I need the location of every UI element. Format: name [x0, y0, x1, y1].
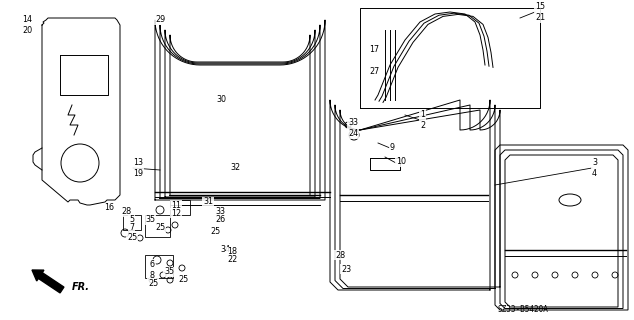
Text: 18: 18 [227, 247, 237, 257]
Text: 28: 28 [121, 207, 131, 217]
Text: 11: 11 [171, 201, 181, 210]
Text: 17: 17 [369, 45, 379, 54]
Text: 9: 9 [390, 143, 395, 153]
Bar [123, 215, 141, 230]
Text: 33: 33 [215, 206, 225, 215]
Text: 35: 35 [164, 268, 174, 276]
Text: 25: 25 [210, 228, 220, 236]
Text: 30: 30 [216, 95, 226, 105]
Text: 34: 34 [220, 245, 230, 254]
Text: 7: 7 [129, 223, 134, 233]
FancyArrow shape [32, 270, 64, 293]
Text: 6
8: 6 8 [150, 260, 155, 280]
Text: 35: 35 [145, 215, 155, 225]
Text: 3
4: 3 4 [592, 158, 597, 178]
Bar [145, 255, 173, 278]
Text: 10: 10 [396, 157, 406, 166]
Text: 25: 25 [155, 223, 165, 233]
Bar [145, 215, 170, 237]
Text: 33
24: 33 24 [348, 118, 358, 138]
Text: FR.: FR. [72, 282, 90, 292]
Text: 22: 22 [227, 255, 237, 265]
Text: 32: 32 [230, 163, 240, 172]
Text: SZ33-B5420A: SZ33-B5420A [498, 306, 549, 315]
Text: 27: 27 [369, 68, 379, 76]
Text: 28: 28 [335, 251, 345, 260]
Text: 25: 25 [178, 276, 188, 284]
Text: 16: 16 [104, 204, 114, 212]
Text: 13
19: 13 19 [133, 158, 143, 178]
Text: 1
2: 1 2 [420, 110, 425, 130]
Text: 25: 25 [127, 234, 137, 243]
Text: 15
21: 15 21 [535, 2, 545, 22]
Text: 26: 26 [215, 214, 225, 223]
Text: 29: 29 [155, 15, 165, 25]
Text: 23: 23 [341, 265, 351, 274]
Text: 31: 31 [203, 197, 213, 206]
Text: 5: 5 [129, 215, 134, 225]
Bar [170, 200, 190, 215]
Text: 12: 12 [171, 209, 181, 218]
Text: 14
20: 14 20 [22, 15, 32, 35]
Text: 25: 25 [148, 278, 158, 287]
